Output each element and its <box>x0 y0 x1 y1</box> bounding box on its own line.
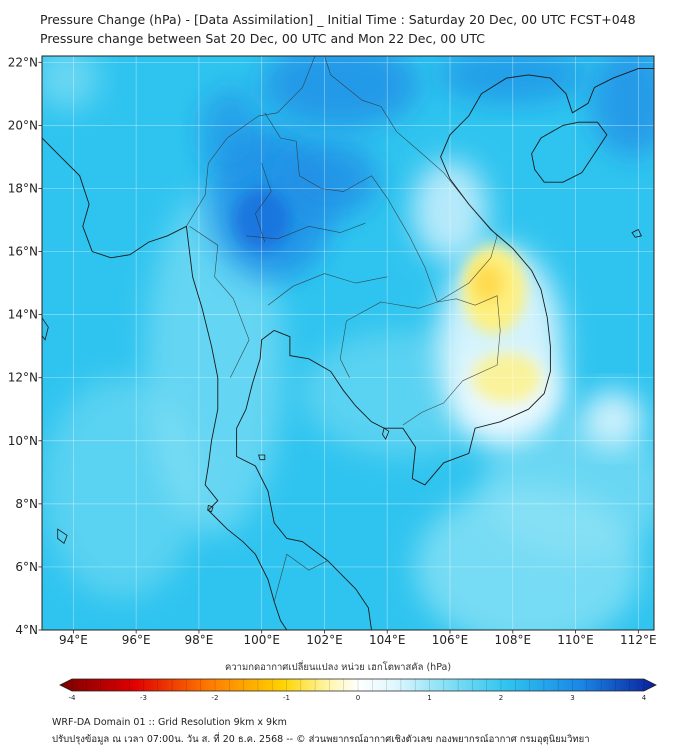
lat-tick-label: 20°N <box>8 118 38 132</box>
coastline-island <box>42 317 49 341</box>
admin-border <box>402 295 501 426</box>
coastline-hainan <box>531 121 608 183</box>
colorbar-tick-label: 0 <box>356 694 360 702</box>
pressure-field-blob <box>412 160 488 261</box>
pressure-field-blob <box>42 377 199 599</box>
lon-tick-label: 112°E <box>620 633 657 647</box>
coastline-island <box>382 427 390 441</box>
pressure-field-blob <box>283 141 378 217</box>
lon-tick-label: 108°E <box>495 633 532 647</box>
lat-tick-label: 16°N <box>8 245 38 259</box>
colorbar-segments <box>71 679 645 691</box>
colorbar-bar <box>59 678 657 692</box>
coastline-island <box>631 228 642 238</box>
coastlines <box>42 68 654 630</box>
admin-border <box>267 273 388 306</box>
map-subtitle: Pressure change between Sat 20 Dec, 00 U… <box>40 31 485 46</box>
lon-tick-label: 96°E <box>122 633 151 647</box>
lon-tick-label: 110°E <box>557 633 594 647</box>
colorbar-title: ความกดอากาศเปลี่ยนแปลง หน่วย เฮกโตพาสคัล… <box>224 662 452 673</box>
map-plot-area <box>42 56 654 630</box>
lon-tick-label: 106°E <box>432 633 469 647</box>
pressure-field-blob <box>437 56 589 104</box>
admin-border <box>245 222 366 240</box>
lon-tick-label: 100°E <box>243 633 280 647</box>
lon-tick-label: 98°E <box>184 633 213 647</box>
map-title: Pressure Change (hPa) - [Data Assimilati… <box>40 12 636 27</box>
colorbar-tick-label: 4 <box>642 694 647 702</box>
lat-tick-label: 12°N <box>8 371 38 385</box>
lat-tick-label: 4°N <box>15 623 38 637</box>
colorbar-ticks: -4 -3 -2 -1 0 1 2 3 4 <box>69 694 647 702</box>
lon-tick-label: 104°E <box>369 633 406 647</box>
admin-border <box>273 553 328 602</box>
admin-borders <box>186 56 501 602</box>
coastline <box>236 330 372 630</box>
map-gridlines <box>42 56 654 630</box>
lat-tick-label: 14°N <box>8 308 38 322</box>
lat-tick-label: 10°N <box>8 434 38 448</box>
admin-border <box>186 56 316 227</box>
coastline <box>274 68 654 486</box>
pressure-field-blob <box>581 390 645 448</box>
admin-border <box>189 226 250 378</box>
colorbar-tick-label: -2 <box>212 694 219 702</box>
map-frame <box>41 55 655 631</box>
coastline-island <box>207 504 214 513</box>
pressure-field-blob <box>481 418 654 558</box>
footer-credit: ปรับปรุงข้อมูล ณ เวลา 07:00น. วัน ส. ที่… <box>52 734 590 745</box>
lat-tick-label: 18°N <box>8 182 38 196</box>
admin-border <box>255 163 272 243</box>
lon-tick-label: 94°E <box>59 633 88 647</box>
coastline <box>42 137 288 630</box>
lon-tick-label: 102°E <box>306 633 343 647</box>
pressure-field-blob <box>42 56 99 110</box>
colorbar-tick-label: -3 <box>140 694 147 702</box>
pressure-field <box>42 56 654 630</box>
lat-tick-label: 8°N <box>15 497 38 511</box>
lat-tick-label: 22°N <box>8 55 38 69</box>
pressure-field-blob <box>472 264 504 302</box>
coastline-island <box>57 528 68 544</box>
pressure-field-blob <box>198 87 262 176</box>
colorbar-tick-label: 2 <box>499 694 503 702</box>
coastline-island <box>258 454 266 461</box>
colorbar-tick-label: -4 <box>69 694 77 702</box>
admin-border <box>324 56 498 303</box>
latitude-tick-labels: 4°N 6°N 8°N 10°N 12°N 14°N 16°N 18°N 20°N 22°N <box>8 55 42 637</box>
colorbar-tick-label: -1 <box>283 694 290 702</box>
longitude-tick-labels: 94°E 96°E 98°E 100°E 102°E 104°E 106°E 108°E 110… <box>59 630 657 647</box>
footer-model-info: WRF-DA Domain 01 :: Grid Resolution 9km … <box>52 717 287 728</box>
admin-border <box>264 112 438 378</box>
pressure-field-blob <box>472 352 541 403</box>
pressure-field-blob <box>261 56 419 129</box>
colorbar-tick-label: 3 <box>570 694 574 702</box>
colorbar: -4 -3 -2 -1 0 1 2 3 4 <box>59 678 657 702</box>
lat-tick-label: 6°N <box>15 560 38 574</box>
colorbar-tick-label: 1 <box>427 694 431 702</box>
